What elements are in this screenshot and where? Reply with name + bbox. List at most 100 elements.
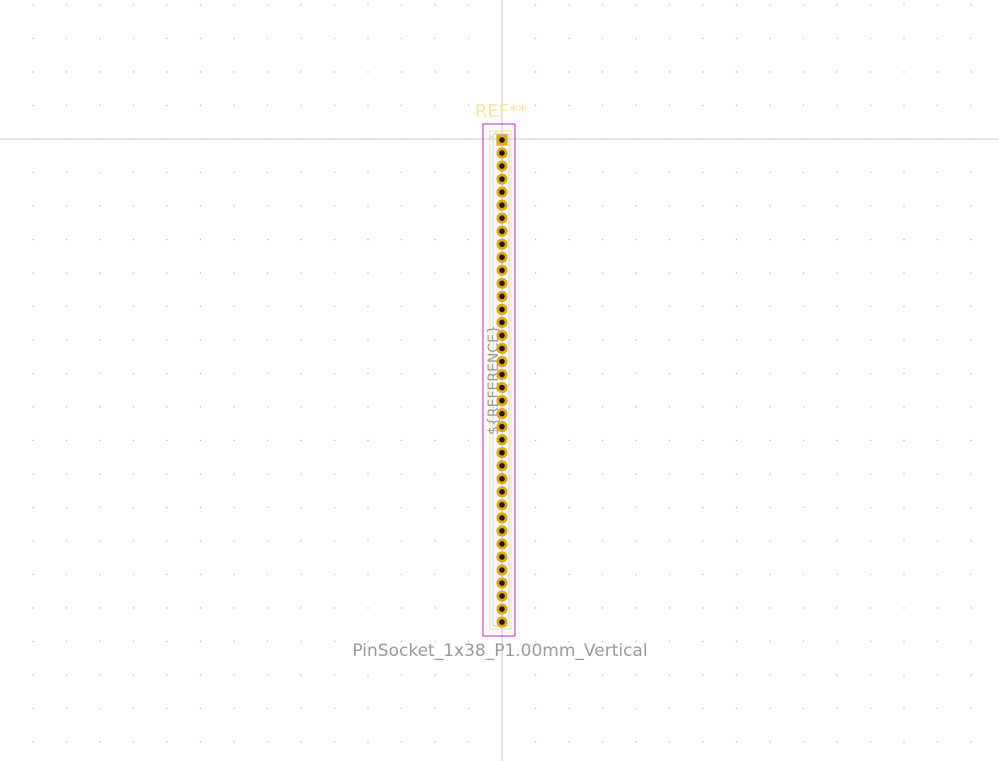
grid-dot [836,439,838,442]
grid-dot [869,707,872,710]
grid-dot [132,4,135,6]
grid-dot [467,406,470,408]
pin-pad[interactable] [496,316,508,329]
grid-dot [702,741,704,743]
grid-dot [32,104,34,107]
footprint-value-label[interactable]: PinSocket_1x38_P1.00mm_Vertical [352,641,647,661]
pin-pad[interactable] [496,564,508,576]
grid-dot [534,406,537,408]
pin-pad[interactable] [496,590,508,602]
grid-dot [802,305,805,308]
grid-dot [869,406,872,408]
grid-dot [936,741,939,743]
pin-pad[interactable] [496,355,508,368]
grid-dot [534,540,537,542]
grid-dot [333,4,336,6]
grid-dot [199,104,202,107]
grid-dot [65,506,68,509]
grid-dot [233,305,235,308]
grid-dot [702,674,704,676]
pin-pad[interactable] [496,342,508,355]
grid-dot [166,640,168,643]
pin-pad[interactable] [496,186,508,198]
grid-dot [668,305,671,308]
grid-dot [903,439,905,442]
grid-dot [65,205,68,207]
pin-pad[interactable] [496,486,508,498]
pin-pad[interactable] [496,264,508,276]
grid-dot [400,238,403,241]
pin-pad[interactable] [496,199,508,211]
pin-pad[interactable] [496,147,508,159]
pin-pad[interactable] [496,225,508,237]
pin-pad[interactable] [496,395,508,407]
pin-pad[interactable] [496,408,508,420]
grid-dot [32,540,34,542]
pin-pad[interactable] [496,329,508,342]
grid-dot [166,473,168,475]
grid-dot [132,104,135,107]
pin-pad[interactable] [496,160,508,172]
grid-dot [467,272,470,274]
pin-pad[interactable] [496,525,508,537]
grid-dot [400,674,403,676]
grid-dot [836,37,838,40]
grid-dot [32,707,34,710]
footprint[interactable]: ${REFERENCE} [482,123,516,637]
pin-pad[interactable] [496,499,508,511]
grid-dot [601,406,604,408]
grid-dot [434,104,436,107]
pin-pad[interactable] [496,173,508,185]
pin-pad[interactable] [496,251,508,263]
grid-dot [903,506,905,509]
grid-dot [735,540,738,542]
grid-dot [836,540,838,542]
pin-pad[interactable] [496,134,508,146]
pin-pad[interactable] [496,512,508,524]
drill-hole [499,267,505,274]
grid-dot [735,506,738,509]
grid-dot [367,674,369,676]
grid-dot [869,339,872,341]
pin-pad[interactable] [496,577,508,589]
pin-pad[interactable] [496,212,508,224]
grid-dot [99,506,101,509]
grid-dot [769,506,771,509]
pin-pad[interactable] [496,277,508,289]
grid-dot [434,37,436,40]
grid-dot [970,205,972,207]
pin-pad[interactable] [496,447,508,459]
grid-dot [300,71,302,73]
grid-dot [199,741,202,743]
grid-dot [568,573,570,576]
grid-dot [32,4,34,6]
pin-pad[interactable] [496,603,508,615]
grid-dot [166,339,168,341]
grid-dot [568,406,570,408]
pin-pad[interactable] [496,460,508,472]
grid-dot [970,104,972,107]
pin-pad[interactable] [496,551,508,563]
pin-pad[interactable] [496,303,508,315]
pin-pad[interactable] [496,238,508,250]
grid-dot [400,640,403,643]
pin-pad[interactable] [496,434,508,446]
grid-dots [32,4,972,743]
grid-dot [233,37,235,40]
reference-designator[interactable]: REF** [475,101,527,122]
grid-dot [233,640,235,643]
pin-pad[interactable] [496,368,508,381]
grid-dot [836,171,838,174]
grid-dot [534,674,537,676]
pin-pad[interactable] [496,538,508,550]
pin-pad[interactable] [496,290,508,302]
pin-pad[interactable] [496,473,508,485]
grid-dot [99,205,101,207]
pin-pad[interactable] [496,381,508,394]
pin-pad[interactable] [496,616,508,628]
drill-hole [499,606,505,612]
grid-dot [434,272,436,274]
pin-pad[interactable] [496,421,508,433]
